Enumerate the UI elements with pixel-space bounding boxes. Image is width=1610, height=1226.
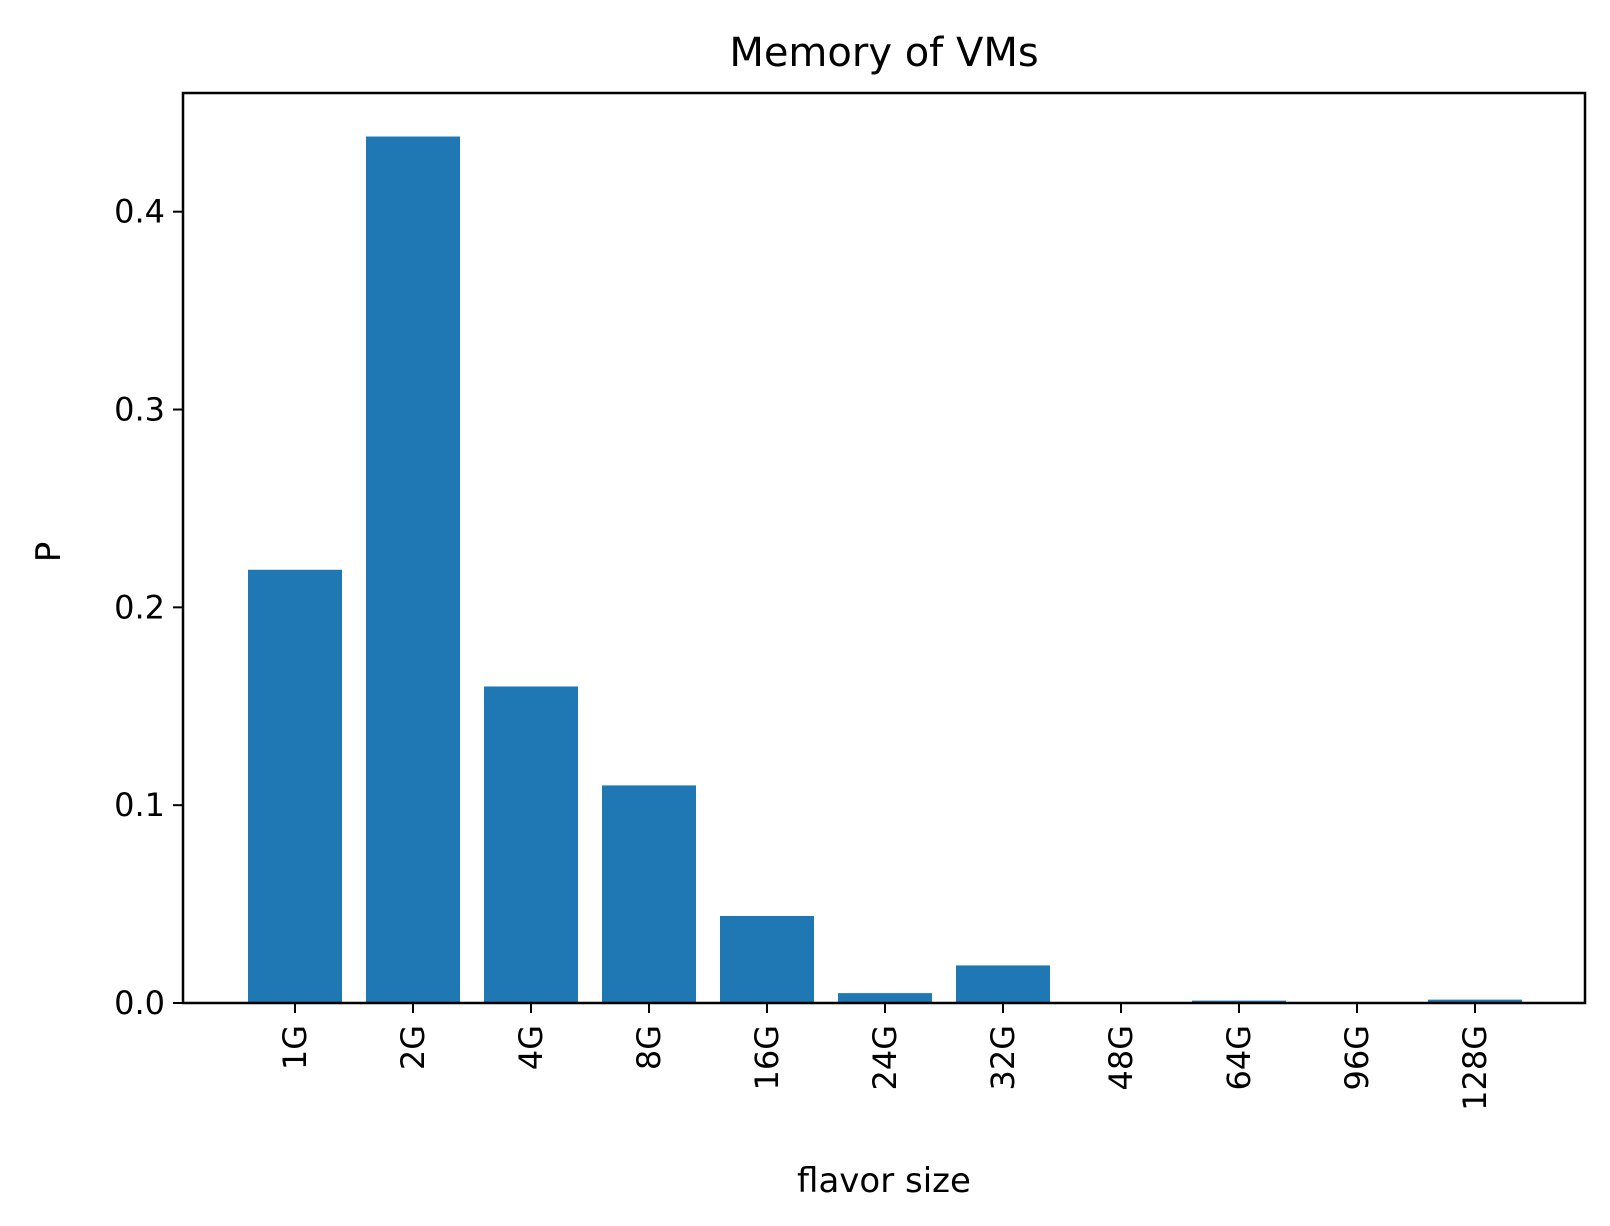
y-tick-label: 0.1 (114, 786, 165, 824)
x-tick-label: 4G (512, 1025, 550, 1070)
y-tick-label: 0.2 (114, 588, 165, 626)
y-tick-label: 0.3 (114, 391, 165, 429)
y-tick-label: 0.4 (114, 193, 165, 231)
x-tick-label: 64G (1220, 1025, 1258, 1091)
x-tick-label: 2G (394, 1025, 432, 1070)
chart-title: Memory of VMs (729, 30, 1038, 76)
x-tick-label: 8G (630, 1025, 668, 1070)
bar-32G (956, 965, 1050, 1003)
y-axis-ticks: 0.0 0.1 0.2 0.3 0.4 (114, 193, 183, 1022)
x-tick-label: 24G (866, 1025, 904, 1091)
y-tick-label: 0.0 (114, 984, 165, 1022)
bar-2G (366, 136, 460, 1004)
x-tick-label: 32G (984, 1025, 1022, 1091)
y-axis-label: P (29, 542, 69, 563)
bar-128G (1428, 999, 1522, 1003)
bar-4G (484, 686, 578, 1003)
plot-frame (181, 91, 1587, 1005)
x-tick-label: 16G (748, 1025, 786, 1091)
bar-16G (720, 915, 814, 1003)
x-tick-label: 96G (1338, 1025, 1376, 1091)
bar-24G (838, 993, 932, 1003)
bar-8G (602, 785, 696, 1003)
bars-group (248, 136, 1522, 1004)
x-axis-ticks: 1G 2G 4G 8G 16G 24G 32G 48G 64G 96G 128G (276, 1003, 1494, 1111)
x-tick-label: 1G (276, 1025, 314, 1070)
x-tick-label: 48G (1102, 1025, 1140, 1091)
bar-1G (248, 569, 342, 1003)
x-tick-label: 128G (1456, 1025, 1494, 1111)
x-axis-label: flavor size (797, 1161, 971, 1201)
